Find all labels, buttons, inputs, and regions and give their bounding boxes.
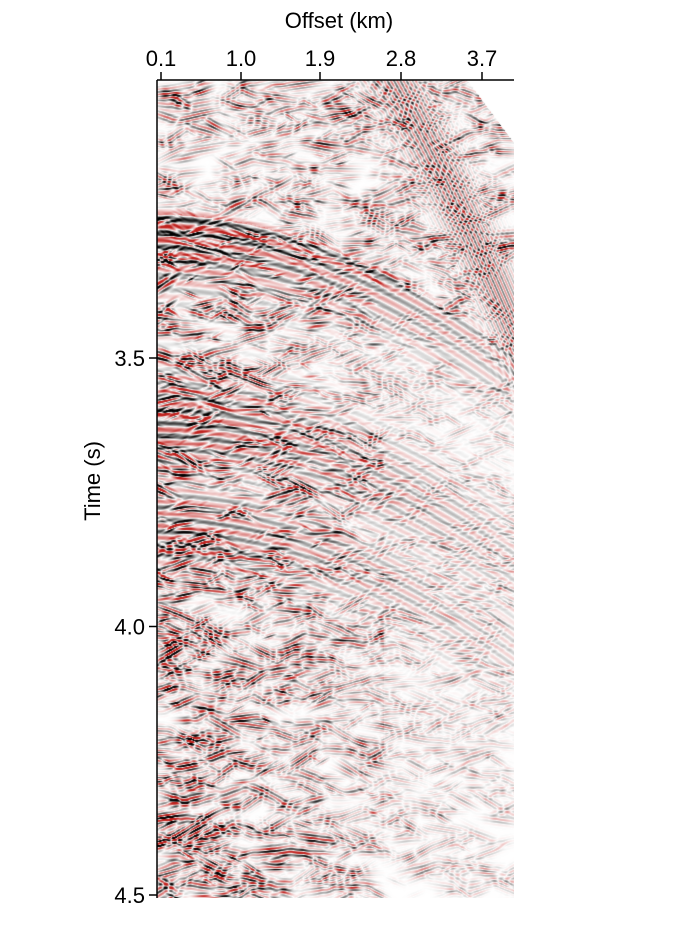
x-axis-ticks: 0.1 1.0 1.9 2.8 3.7	[146, 46, 498, 80]
x-tick-label: 2.8	[386, 46, 417, 71]
seismic-amplitude-image	[157, 80, 514, 898]
x-tick-label: 1.0	[226, 46, 257, 71]
x-axis-label: Offset (km)	[285, 8, 393, 33]
y-axis-ticks: 3.5 4.0 4.5	[114, 346, 157, 908]
x-tick-label: 1.9	[305, 46, 336, 71]
y-tick-label: 4.5	[114, 883, 145, 908]
y-axis-label: Time (s)	[80, 441, 105, 521]
x-tick-label: 3.7	[467, 46, 498, 71]
x-tick-label: 0.1	[146, 46, 177, 71]
y-tick-label: 3.5	[114, 346, 145, 371]
y-tick-label: 4.0	[114, 615, 145, 640]
